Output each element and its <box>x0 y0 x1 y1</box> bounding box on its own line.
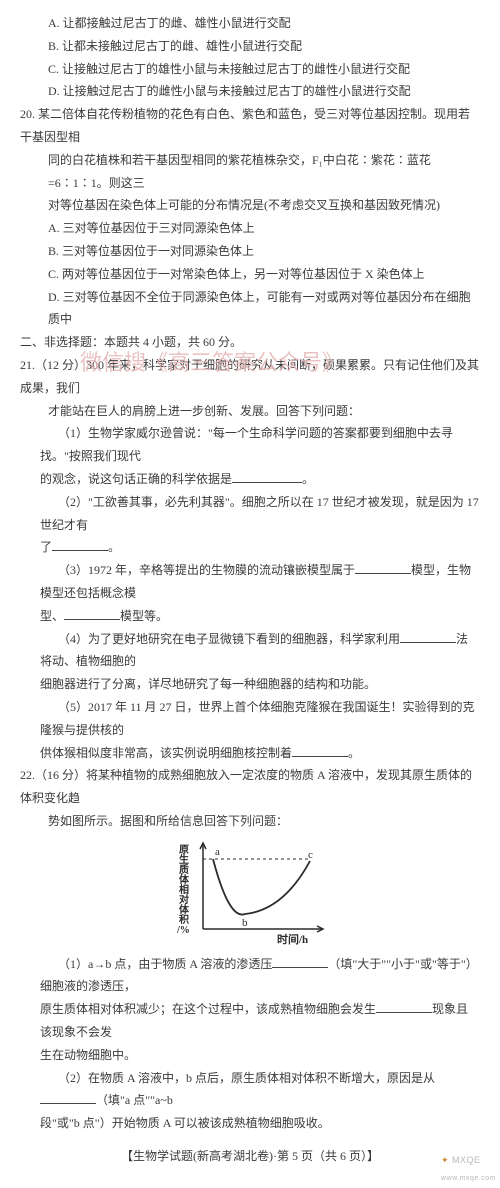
blank <box>64 607 120 620</box>
q22-2-text1: （2）在物质 A 溶液中，b 点后，原生质体相对体积不断增大，原因是从 <box>58 1071 435 1085</box>
q21-3-text1: （3）1972 年，辛格等提出的生物膜的流动镶嵌模型属于 <box>58 563 355 577</box>
blank <box>376 1000 432 1013</box>
blank <box>400 630 456 643</box>
q22-2-text2: （填"a 点""a~b <box>96 1093 173 1107</box>
svg-text:a: a <box>215 846 220 858</box>
svg-text:/%: /% <box>176 925 190 936</box>
blank <box>40 1091 96 1104</box>
q22-2-line2: 段"或"b 点"）开始物质 A 可以被该成熟植物细胞吸收。 <box>20 1112 480 1135</box>
blank <box>292 744 348 757</box>
blank <box>272 955 328 968</box>
q22-1-line1: （1）a→b 点，由于物质 A 溶液的渗透压（填"大于""小于"或"等于"）细胞… <box>20 953 480 999</box>
page-footer: 【生物学试题(新高考湖北卷)·第 5 页（共 6 页）】 <box>20 1145 480 1168</box>
exam-page: 微信搜《高三答案公众号》 A. 让都接触过尼古丁的雌、雄性小鼠进行交配 B. 让… <box>0 0 500 1188</box>
corner-watermark: ✦ MXQEwww.mxqe.com <box>441 1152 496 1186</box>
q22-head-1: 22.（16 分）将某种植物的成熟细胞放入一定浓度的物质 A 溶液中，发现其原生… <box>20 764 480 810</box>
q21-2-line2: 了。 <box>20 536 480 559</box>
q21-1-line1: （1）生物学家威尔逊曾说："每一个生命科学问题的答案都要到细胞中去寻找。"按照我… <box>20 422 480 468</box>
q22-chart: abc原生质体相对体积/%时间/h <box>175 839 325 949</box>
q19-option-c: C. 让接触过尼古丁的雄性小鼠与未接触过尼古丁的雌性小鼠进行交配 <box>20 58 480 81</box>
svg-text:b: b <box>242 917 248 929</box>
q22-1-text1: （1）a→b 点，由于物质 A 溶液的渗透压 <box>58 957 272 971</box>
q21-4-line2: 细胞器进行了分离，详尽地研究了每一种细胞器的结构和功能。 <box>20 673 480 696</box>
q21-2-text: 了 <box>40 540 52 554</box>
section-2-title: 二、非选择题：本题共 4 小题，共 60 分。 <box>20 331 480 354</box>
q22-2-line1: （2）在物质 A 溶液中，b 点后，原生质体相对体积不断增大，原因是从 （填"a … <box>20 1067 480 1113</box>
q21-3-line1: （3）1972 年，辛格等提出的生物膜的流动镶嵌模型属于模型，生物模型还包括概念… <box>20 559 480 605</box>
q21-2-line1: （2）"工欲善其事，必先利其器"。细胞之所以在 17 世纪才被发现，就是因为 1… <box>20 491 480 537</box>
q19-option-d: D. 让接触过尼古丁的雌性小鼠与未接触过尼古丁的雄性小鼠进行交配 <box>20 80 480 103</box>
svg-text:c: c <box>308 849 313 861</box>
q21-4-text1: （4）为了更好地研究在电子显微镜下看到的细胞器，科学家利用 <box>58 632 400 646</box>
q22-1-line2: 原生质体相对体积减少；在这个过程中，该成熟植物细胞会发生现象且该现象不会发 <box>20 998 480 1044</box>
q21-head-1: 21.（12 分）300 年来，科学家对于细胞的研究从未间断，硕果累累。只有记住… <box>20 354 480 400</box>
q20-option-d: D. 三对等位基因不全位于同源染色体上，可能有一对或两对等位基因分布在细胞质中 <box>20 286 480 332</box>
q20-option-b: B. 三对等位基因位于一对同源染色体上 <box>20 240 480 263</box>
q22-1-text3: 原生质体相对体积减少；在这个过程中，该成熟植物细胞会发生 <box>40 1002 376 1016</box>
q21-1-text: 的观念，说这句话正确的科学依据是 <box>40 472 232 486</box>
q22-1-line3: 生在动物细胞中。 <box>20 1044 480 1067</box>
q20-stem-line3: 对等位基因在染色体上可能的分布情况是(不考虑交叉互换和基因致死情况) <box>20 194 480 217</box>
q21-3-text4: 模型等。 <box>120 609 168 623</box>
period: 。 <box>302 472 314 486</box>
period: 。 <box>108 540 120 554</box>
q21-3-line2: 型、 模型等。 <box>20 605 480 628</box>
q22-head-2: 势如图所示。据图和所给信息回答下列问题： <box>20 810 480 833</box>
svg-text:时间/h: 时间/h <box>277 932 308 946</box>
q20-stem-line1: 20. 某二倍体自花传粉植物的花色有白色、紫色和蓝色，受三对等位基因控制。现用若… <box>20 103 480 149</box>
q21-head-2: 才能站在巨人的肩膀上进一步创新、发展。回答下列问题： <box>20 400 480 423</box>
q20-stem-line2: 同的白花植株和若干基因型相同的紫花植株杂交，F₁中白花∶紫花∶蓝花=6∶1∶1。… <box>20 149 480 195</box>
q20-option-a: A. 三对等位基因位于三对同源染色体上 <box>20 217 480 240</box>
q21-1-line2: 的观念，说这句话正确的科学依据是 。 <box>20 468 480 491</box>
q21-5-line1: （5）2017 年 11 月 27 日，世界上首个体细胞克隆猴在我国诞生！实验得… <box>20 696 480 742</box>
blank <box>52 538 108 551</box>
q19-option-b: B. 让都未接触过尼古丁的雌、雄性小鼠进行交配 <box>20 35 480 58</box>
blank <box>355 561 411 574</box>
q21-5-text: 供体猴相似度非常高，该实例说明细胞核控制着 <box>40 746 292 760</box>
q19-option-a: A. 让都接触过尼古丁的雌、雄性小鼠进行交配 <box>20 12 480 35</box>
blank <box>232 470 302 483</box>
period: 。 <box>348 746 360 760</box>
q21-3-text3: 型、 <box>40 609 64 623</box>
q21-4-line1: （4）为了更好地研究在电子显微镜下看到的细胞器，科学家利用法将动、植物细胞的 <box>20 628 480 674</box>
q21-5-line2: 供体猴相似度非常高，该实例说明细胞核控制着 。 <box>20 742 480 765</box>
q20-option-c: C. 两对等位基因位于一对常染色体上，另一对等位基因位于 X 染色体上 <box>20 263 480 286</box>
